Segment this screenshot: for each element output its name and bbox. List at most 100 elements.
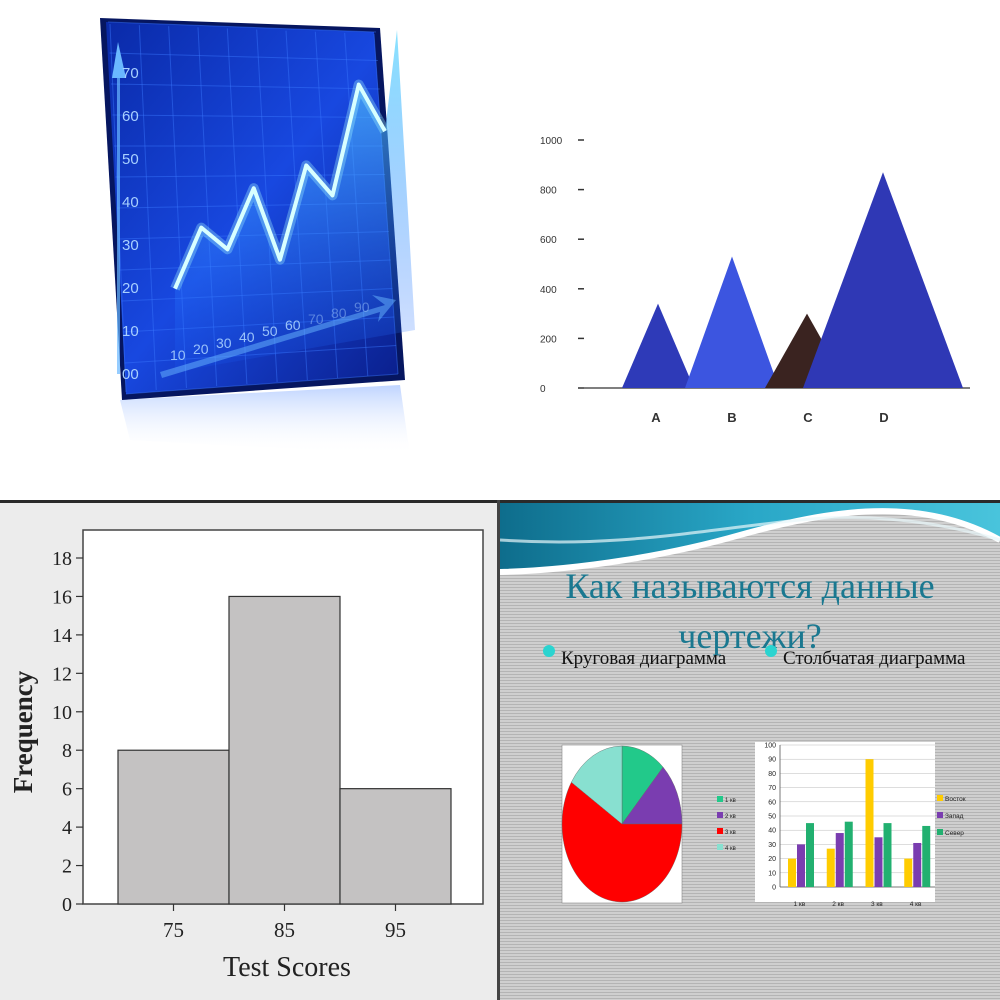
y-tick-label: 12 — [52, 663, 72, 685]
pie-slice — [561, 781, 683, 903]
pie-chart — [561, 745, 683, 903]
y-tick-label: 100 — [764, 743, 776, 750]
x-tick-label: 40 — [239, 329, 255, 345]
x-axis-arrow — [160, 295, 396, 378]
bar — [904, 858, 913, 887]
histogram-bar — [228, 595, 341, 905]
bar — [922, 825, 931, 887]
x-tick-label: 90 — [354, 299, 370, 315]
category-label: D — [879, 410, 888, 425]
x-axis-label: Test Scores — [223, 952, 351, 983]
legend-label: Восток — [945, 796, 966, 803]
header-wave — [500, 500, 1000, 572]
y-tick-label: 14 — [52, 625, 72, 647]
y-tick-label: 20 — [122, 280, 139, 297]
slide-title-line-2: чертежи? — [678, 616, 821, 656]
bar — [913, 842, 922, 887]
pie-legend: 1 кв 2 кв 3 кв 4 кв — [717, 796, 736, 852]
y-tick-label: 60 — [122, 108, 139, 125]
y-tick-label: 10 — [768, 870, 776, 877]
bar-chart: 0 10 20 30 40 50 60 70 80 90 100 1 кв 2 кв 3 кв 4 кв — [764, 743, 935, 908]
bar — [874, 837, 883, 887]
histogram-bar — [117, 749, 230, 905]
y-tick-label: 90 — [768, 757, 776, 764]
y-tick-label: 00 — [122, 366, 139, 383]
y-tick-label: 30 — [768, 842, 776, 849]
legend-label: 3 кв — [725, 830, 736, 836]
y-tick-label: 2 — [62, 856, 72, 878]
triangle-peaks-chart-panel: 1000 800 600 400 200 0 A B C D — [500, 0, 1000, 500]
y-axis-label: Frequency — [8, 670, 38, 793]
y-tick-label: 8 — [62, 740, 72, 762]
y-axis-arrow — [112, 42, 126, 78]
peaks — [622, 172, 963, 388]
y-tick-label: 400 — [540, 285, 557, 296]
histogram-bar — [339, 788, 452, 905]
grid-line-h — [107, 21, 377, 33]
legend-label: 2 кв — [725, 814, 736, 820]
divider-horizontal — [0, 500, 1000, 503]
y-tick-label: 50 — [122, 151, 139, 168]
peak-B — [685, 256, 779, 388]
test-scores-histogram: 0 2 4 6 8 10 12 14 16 18 75 85 95 Frequency Test Sc… — [8, 529, 484, 983]
line-area-fill — [175, 30, 415, 372]
x-tick-label: 85 — [274, 918, 295, 942]
y-tick-label: 600 — [540, 235, 557, 246]
y-tick-label: 0 — [62, 894, 72, 916]
bullet-bar: Столбчатая диаграмма — [783, 648, 966, 669]
legend-swatch — [717, 796, 723, 802]
bullet-pie: Круговая диаграмма — [561, 648, 727, 669]
pie-slice — [571, 745, 623, 825]
x-tick-label: 70 — [308, 311, 324, 327]
x-tick-label: 75 — [163, 918, 184, 942]
x-tick-label: 30 — [216, 335, 232, 351]
wave-line — [500, 516, 1000, 544]
x-tick-label: 10 — [170, 347, 186, 363]
x-tick-label: 80 — [331, 305, 347, 321]
bar — [835, 833, 844, 887]
legend-label: 4 кв — [725, 846, 736, 852]
legend-swatch — [937, 812, 943, 818]
y-tick-label: 6 — [62, 779, 72, 801]
pie-slice — [621, 766, 683, 825]
screen-reflection — [120, 385, 410, 455]
bars — [117, 595, 452, 905]
y-tick-label: 30 — [122, 237, 139, 254]
x-tick-label: 50 — [262, 323, 278, 339]
peak-D — [803, 172, 963, 388]
x-tick-label: 2 кв — [832, 901, 844, 908]
legend-swatch — [937, 829, 943, 835]
wave-highlight — [500, 508, 1000, 575]
y-tick-label: 4 — [62, 817, 72, 839]
peak-A — [622, 303, 694, 388]
bar — [844, 821, 853, 887]
grid-line-h — [112, 114, 382, 118]
x-tick-label: 20 — [193, 341, 209, 357]
category-label: A — [651, 410, 661, 425]
y-tick-label: 50 — [768, 814, 776, 821]
y-axis-ticks: 0 2 4 6 8 10 12 14 16 18 — [52, 548, 83, 916]
bar — [865, 759, 874, 887]
y-tick-label: 800 — [540, 186, 557, 197]
y-tick-label: 0 — [540, 384, 546, 395]
bar — [797, 844, 805, 887]
category-label: C — [803, 410, 813, 425]
x-tick-label: 1 кв — [794, 901, 806, 908]
y-tick-label: 10 — [122, 323, 139, 340]
bullet-icon — [765, 645, 777, 657]
glowing-line-chart-panel: 70 60 50 40 30 20 10 00 10 20 30 40 50 60 70 80 90 — [0, 0, 500, 500]
x-tick-label: 4 кв — [910, 901, 922, 908]
x-axis-ticks: 75 85 95 — [163, 904, 406, 942]
axis-ticks: 70 60 50 40 30 20 10 00 10 20 30 40 50 60 70 80 90 — [122, 65, 370, 383]
legend-label: 1 кв — [725, 798, 736, 804]
y-tick-label: 70 — [122, 65, 139, 82]
y-tick-label: 40 — [122, 194, 139, 211]
bullet-icon — [543, 645, 555, 657]
divider-vertical — [497, 500, 500, 1000]
y-tick-label: 40 — [768, 828, 776, 835]
y-tick-label: 0 — [772, 885, 776, 892]
grid-line-h — [109, 52, 378, 61]
y-tick-label: 200 — [540, 334, 557, 345]
y-tick-label: 18 — [52, 548, 72, 570]
bar-legend: Восток Запад Север — [937, 795, 966, 837]
